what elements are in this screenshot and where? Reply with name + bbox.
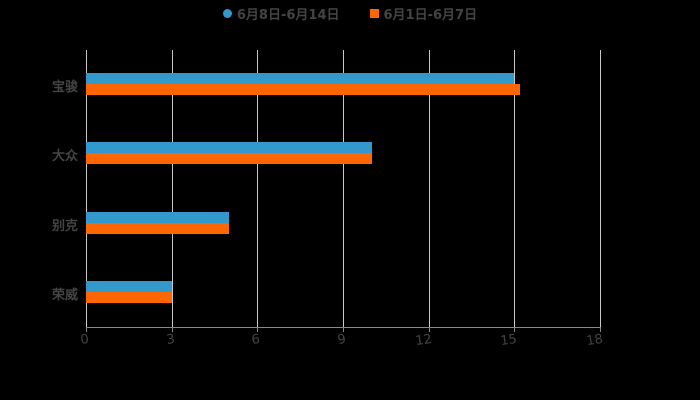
series1-dot-icon: [222, 8, 232, 18]
gridline: [343, 50, 344, 328]
x-tick: [86, 327, 87, 332]
x-tick: [428, 327, 430, 332]
x-tick: [343, 327, 344, 332]
x-tick-label: 0: [79, 331, 90, 348]
x-tick: [257, 327, 259, 332]
bar-series1[interactable]: [86, 142, 372, 154]
series2-square-icon: [369, 8, 379, 18]
category-label: 大众: [51, 149, 78, 165]
gridline: [514, 50, 516, 328]
gridline: [600, 50, 601, 328]
bar-series1[interactable]: [86, 72, 515, 84]
category-label: 荣威: [51, 288, 78, 304]
x-tick-label: 12: [414, 331, 433, 350]
gridline: [86, 50, 87, 328]
gridline: [171, 50, 173, 328]
x-axis-line: [86, 327, 601, 328]
x-tick-label: 18: [585, 331, 604, 350]
bar-series1[interactable]: [86, 211, 229, 223]
legend-item-series2[interactable]: 6月1日-6月7日: [369, 4, 478, 23]
category-label: 宝骏: [51, 79, 78, 95]
category-label: 别克: [51, 218, 78, 234]
x-tick: [600, 327, 601, 332]
bar-series2[interactable]: [86, 153, 372, 165]
x-tick: [514, 327, 516, 332]
gridline: [257, 50, 259, 328]
x-tick-label: 9: [336, 331, 347, 348]
bar-series1[interactable]: [86, 281, 172, 293]
legend-label-series2: 6月1日-6月7日: [383, 7, 478, 23]
bar-series2[interactable]: [86, 222, 229, 234]
bar-series2[interactable]: [86, 83, 521, 95]
legend: 6月8日-6月14日 6月1日-6月7日: [0, 4, 700, 23]
x-tick-label: 15: [499, 331, 519, 350]
x-tick: [171, 327, 173, 332]
gridline: [428, 50, 430, 328]
bar-series2[interactable]: [86, 292, 172, 304]
legend-item-series1[interactable]: 6月8日-6月14日: [222, 4, 340, 23]
x-tick-label: 3: [165, 331, 176, 348]
legend-label-series1: 6月8日-6月14日: [236, 7, 340, 23]
x-tick-label: 6: [250, 331, 262, 348]
